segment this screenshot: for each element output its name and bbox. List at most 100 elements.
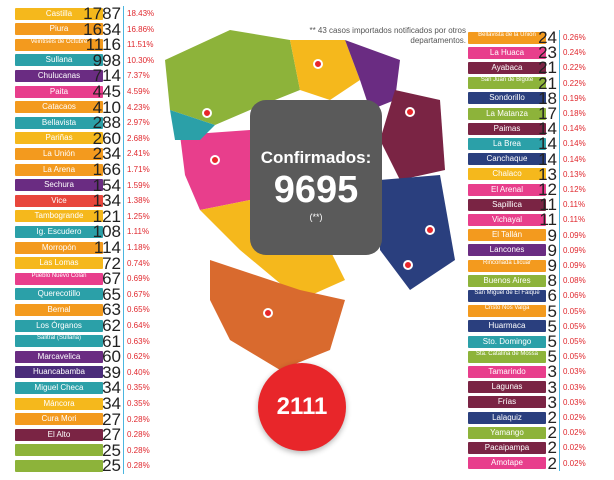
district-label: Piura	[15, 23, 103, 36]
case-percent: 1.71%	[127, 165, 150, 174]
case-count: 14	[538, 149, 557, 169]
district-label: Paita	[15, 85, 103, 98]
district-label: Sullana	[15, 54, 103, 67]
dot	[425, 225, 435, 235]
region	[170, 110, 215, 140]
case-percent: 0.06%	[563, 291, 586, 301]
case-percent: 0.09%	[563, 245, 586, 255]
case-count: 121	[92, 206, 121, 226]
district-label: Catacaos	[15, 101, 103, 114]
case-count: 21	[538, 73, 557, 93]
case-count: 5	[547, 347, 557, 367]
case-count: 2	[547, 438, 557, 458]
case-count: 108	[92, 222, 121, 242]
district-label: Paimas	[468, 122, 546, 135]
district-label: La Unión	[15, 147, 103, 160]
district-label: Marcavelica	[15, 350, 103, 363]
case-count: 34	[102, 378, 121, 398]
case-count: 25	[102, 440, 121, 460]
district-label: Lagunas	[468, 381, 546, 394]
district-label: Vice	[15, 194, 103, 207]
case-count: 114	[93, 238, 121, 257]
dot	[405, 107, 415, 117]
case-count: 63	[102, 300, 121, 320]
district-label: Sondorillo	[468, 92, 546, 105]
district-label: Máncora	[15, 397, 103, 410]
case-percent: 2.97%	[127, 118, 150, 128]
case-count: 67	[102, 269, 121, 289]
case-percent: 0.02%	[563, 428, 586, 438]
case-percent: 16.86%	[127, 24, 155, 34]
confirmed-mark: (**)	[309, 212, 323, 222]
case-percent: 0.13%	[563, 169, 586, 179]
district-label: Los Órganos	[15, 319, 103, 332]
case-percent: 0.03%	[563, 382, 586, 392]
case-count: 23	[538, 43, 557, 63]
case-count: 260	[92, 128, 121, 148]
district-label	[15, 444, 103, 457]
case-percent: 0.09%	[563, 261, 586, 270]
case-count: 11	[539, 195, 557, 215]
case-count: 1634	[83, 19, 121, 39]
case-percent: 0.11%	[563, 200, 586, 210]
case-count: 3	[547, 377, 557, 397]
region	[345, 40, 400, 110]
case-percent: 0.03%	[563, 367, 586, 377]
case-percent: 0.02%	[563, 458, 586, 468]
divider	[123, 6, 124, 474]
case-count: 134	[92, 191, 121, 211]
region	[290, 40, 360, 100]
district-label: Vichayal	[468, 213, 546, 226]
case-count: 714	[92, 66, 121, 86]
district-label: La Arena	[15, 163, 103, 176]
case-count: 1116	[85, 35, 121, 55]
case-percent: 0.05%	[563, 321, 586, 331]
case-count: 288	[92, 113, 121, 133]
case-percent: 7.37%	[127, 71, 150, 81]
case-percent: 1.18%	[127, 243, 150, 252]
district-label: Salitral (Sullana)	[15, 335, 103, 348]
case-percent: 2.68%	[127, 133, 150, 143]
dot	[403, 260, 413, 270]
district-label: Morropón	[15, 241, 103, 254]
case-count: 60	[102, 347, 121, 367]
district-label: Huancabamba	[15, 366, 103, 379]
case-count: 27	[102, 425, 121, 445]
dot	[210, 155, 220, 165]
district-label: Ig. Escudero	[15, 225, 103, 238]
case-percent: 0.12%	[563, 185, 586, 194]
case-percent: 0.28%	[127, 430, 150, 440]
case-count: 25	[102, 456, 121, 476]
case-percent: 0.02%	[563, 443, 586, 453]
badge: 2111	[258, 363, 346, 451]
case-percent: 0.08%	[563, 276, 586, 286]
case-count: 6	[547, 286, 557, 306]
case-count: 34	[102, 394, 121, 413]
confirmed-value: 9695	[273, 169, 359, 211]
case-count: 24	[538, 28, 557, 47]
case-count: 234	[92, 144, 121, 164]
case-percent: 1.11%	[127, 227, 150, 237]
case-count: 410	[92, 97, 121, 117]
district-label: Bellavista	[15, 116, 103, 129]
district-label: El Tallán	[468, 229, 546, 242]
case-percent: 0.35%	[127, 383, 150, 393]
case-count: 9	[547, 256, 557, 275]
district-label: Chalaco	[468, 168, 546, 181]
case-percent: 1.25%	[127, 211, 150, 221]
district-label: Lancones	[468, 244, 546, 257]
region	[210, 260, 345, 370]
case-percent: 0.28%	[127, 461, 150, 471]
confirmed-box: Confirmados: 9695 (**)	[250, 100, 382, 255]
district-label: La Matanza	[468, 107, 546, 120]
case-count: 5	[547, 316, 557, 336]
district-label: Bernal	[15, 303, 103, 316]
district-label: Pacaipampa	[468, 441, 546, 454]
case-count: 11	[539, 210, 557, 230]
district-label: Frías	[468, 396, 546, 409]
case-percent: 0.65%	[127, 305, 150, 315]
case-percent: 4.23%	[127, 102, 150, 112]
case-count: 72	[102, 253, 121, 273]
case-percent: 0.62%	[127, 352, 150, 362]
